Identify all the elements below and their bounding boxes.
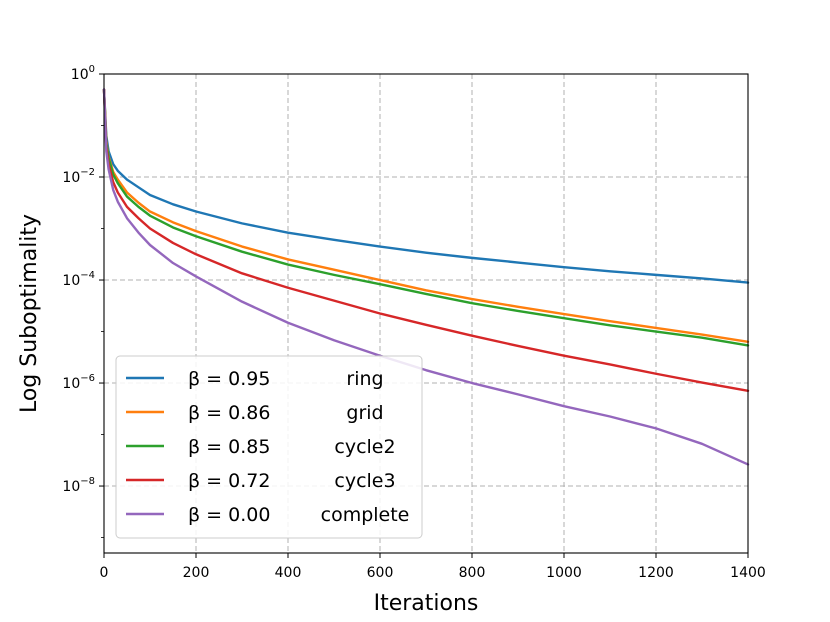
legend-series-name: grid	[346, 402, 383, 424]
legend: β = 0.95 ring β = 0.86 grid β = 0.85 cycle2 β …	[115, 355, 423, 539]
legend-box	[115, 355, 423, 539]
legend-series-name: cycle3	[334, 470, 395, 492]
y-tick-label: 10−8	[62, 476, 95, 495]
y-tick-label: 10−4	[62, 270, 95, 289]
legend-series-name: ring	[346, 368, 383, 390]
legend-beta-label: β = 0.95	[188, 368, 270, 390]
legend-beta-label: β = 0.00	[188, 504, 270, 526]
x-tick-label: 1400	[730, 565, 766, 581]
y-tick-label: 100	[71, 64, 95, 83]
x-tick-label: 400	[275, 565, 302, 581]
x-tick-label: 1200	[638, 565, 674, 581]
x-tick-label: 0	[100, 565, 109, 581]
ticks: 0 200 400 600 800 1000 1200 1400 100 10−2 10−4 10−6…	[62, 64, 765, 581]
x-tick-label: 1000	[546, 565, 582, 581]
plot-frame	[103, 73, 749, 554]
series-line-ring	[102, 88, 750, 284]
legend-beta-label: β = 0.86	[188, 402, 270, 424]
x-tick-label: 600	[367, 565, 394, 581]
legend-series-name: cycle2	[334, 436, 395, 458]
legend-beta-label: β = 0.85	[188, 436, 270, 458]
series-line-cycle3	[102, 88, 750, 392]
series-line-grid	[102, 88, 750, 344]
series-line-cycle2	[102, 88, 750, 347]
y-tick-label: 10−2	[62, 167, 95, 186]
series-line-complete	[102, 88, 750, 466]
y-axis-title: Log Suboptimality	[17, 214, 42, 413]
x-tick-label: 200	[183, 565, 210, 581]
legend-beta-label: β = 0.72	[188, 470, 270, 492]
x-tick-label: 800	[459, 565, 486, 581]
x-axis-title: Iterations	[374, 591, 479, 616]
y-tick-label: 10−6	[62, 373, 95, 392]
series-lines	[102, 88, 750, 466]
legend-series-name: complete	[321, 504, 410, 526]
